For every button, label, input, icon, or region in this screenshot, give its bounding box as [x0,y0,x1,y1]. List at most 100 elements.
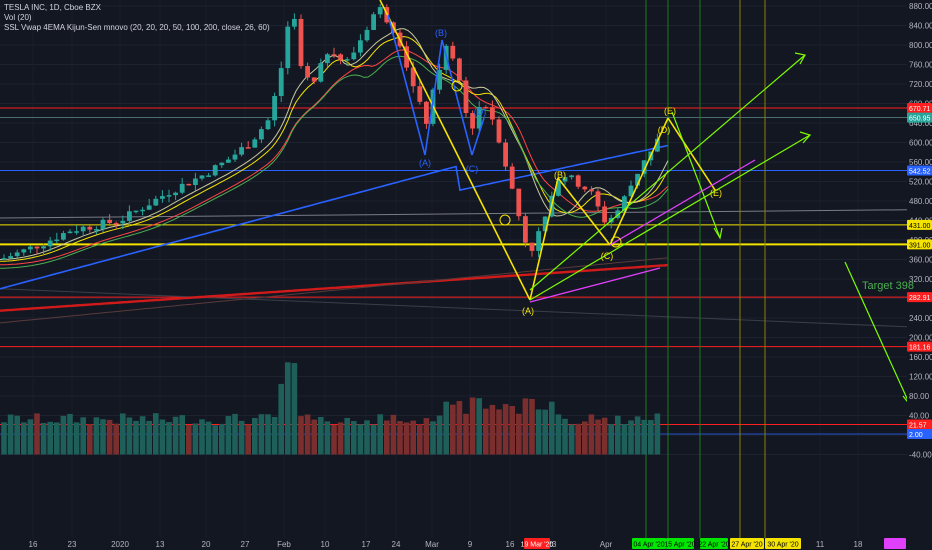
candle [146,205,152,210]
wave-label: (E) [664,106,676,116]
volume-bar [258,414,265,455]
wave-line-blue [424,39,443,156]
candle [153,198,159,206]
volume-bar [271,416,278,455]
time-axis[interactable]: 16 23 2020 13 20 27 Feb 10 17 24 Mar 9 16 23 Apr 11 18 [0,538,932,550]
volume-bar [126,417,133,455]
volume-bar [219,423,225,455]
date-tag-label: 30 Apr '20 [767,542,798,549]
wave-line [667,117,716,191]
volume-bar [186,424,192,455]
wave-label: (C) [466,164,479,174]
candle [628,185,634,197]
price-tag [907,239,932,250]
volume-bar [100,419,106,455]
symbol-title[interactable]: TESLA INC, 1D, Cboe BZX [4,3,101,12]
volume-bar [146,420,152,455]
candle [245,147,251,149]
candle [311,77,317,82]
projection-line [671,111,721,239]
indicator-legend[interactable]: SSL Vwap 4EMA Kijun-Sen mnovo (20, 20, 2… [4,23,270,32]
volume-bar [87,424,93,455]
candle [120,220,126,224]
candle [67,231,73,234]
candle [278,68,284,97]
date-tag-label: 04 Apr '20 [633,542,664,549]
candle [318,63,324,82]
wave-label: (A) [419,158,431,168]
support-line [529,267,661,303]
volume-bar [54,422,60,455]
price-tag [907,165,932,176]
time-axis-bg [0,538,932,550]
y-tick-label: 640.00 [909,119,932,128]
candle [589,189,594,192]
arrow-head [713,227,723,240]
candle [622,196,627,211]
candle [417,86,423,102]
candle [140,209,145,212]
arrow-head [799,131,812,144]
candle [338,54,343,60]
volume-bar [456,401,463,455]
volume-bar [476,398,482,455]
x-tick-label: Apr [600,540,613,549]
volume-bar [390,414,397,455]
x-tick-label: 11 [816,540,825,549]
candle [437,69,442,90]
volume-bar [463,413,469,455]
volume-bar [318,417,324,455]
volume-bar [430,421,436,455]
volume-bar [172,416,179,455]
channel-upper [529,54,806,291]
candle [1,258,7,260]
price-tag-label: 282.91 [909,295,931,302]
volume-bar [370,424,377,455]
candle [94,229,99,231]
volume-bar [27,419,34,455]
candle [8,256,13,259]
candle [575,175,581,187]
volume-bar [199,419,205,455]
candle [595,191,601,207]
candle [490,107,495,120]
volume-bar [205,421,212,455]
volume-legend[interactable]: Vol (20) [4,13,32,22]
candle [173,192,178,196]
candle [206,175,211,177]
volume-bar [80,417,86,455]
x-tick-label: 16 [29,540,38,549]
volume-bar [106,419,113,455]
candle [457,58,462,81]
wave-label: (C) [601,251,614,261]
volume-bar [34,413,40,455]
volume-bar [417,424,423,455]
price-tag-label: 650.95 [909,116,931,123]
volume-bar [443,401,449,455]
candle [305,66,310,78]
price-axis[interactable]: 880.00840.00800.00760.00720.00680.00640.… [907,0,932,550]
volume-bar [252,417,258,455]
price-tag-label: 391.00 [909,242,931,249]
volume-bar [351,421,357,455]
volume-bar [608,423,614,455]
volume-bar [397,421,403,455]
volume-bar [601,417,608,455]
volume-bar [192,423,199,455]
volume-bar [73,422,80,455]
candle [186,183,192,186]
target-annotation: Target 398 [862,280,914,292]
volume-bar [153,413,159,455]
volume-bar [21,422,27,455]
volume-bar [436,415,443,455]
volume-bar [133,420,139,455]
candle [166,195,172,197]
volume-bar [364,420,370,455]
y-tick-label: 840.00 [909,22,932,31]
x-tick-label: 9 [468,540,473,549]
candle [265,120,271,130]
candle [160,196,165,199]
x-tick-label: 23 [68,540,77,549]
moving-averages [0,28,669,324]
